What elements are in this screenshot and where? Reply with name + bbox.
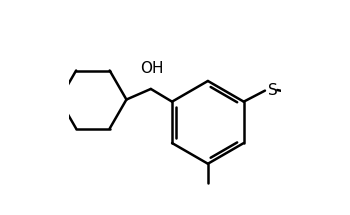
Text: OH: OH: [140, 61, 164, 76]
Text: S: S: [267, 83, 277, 98]
